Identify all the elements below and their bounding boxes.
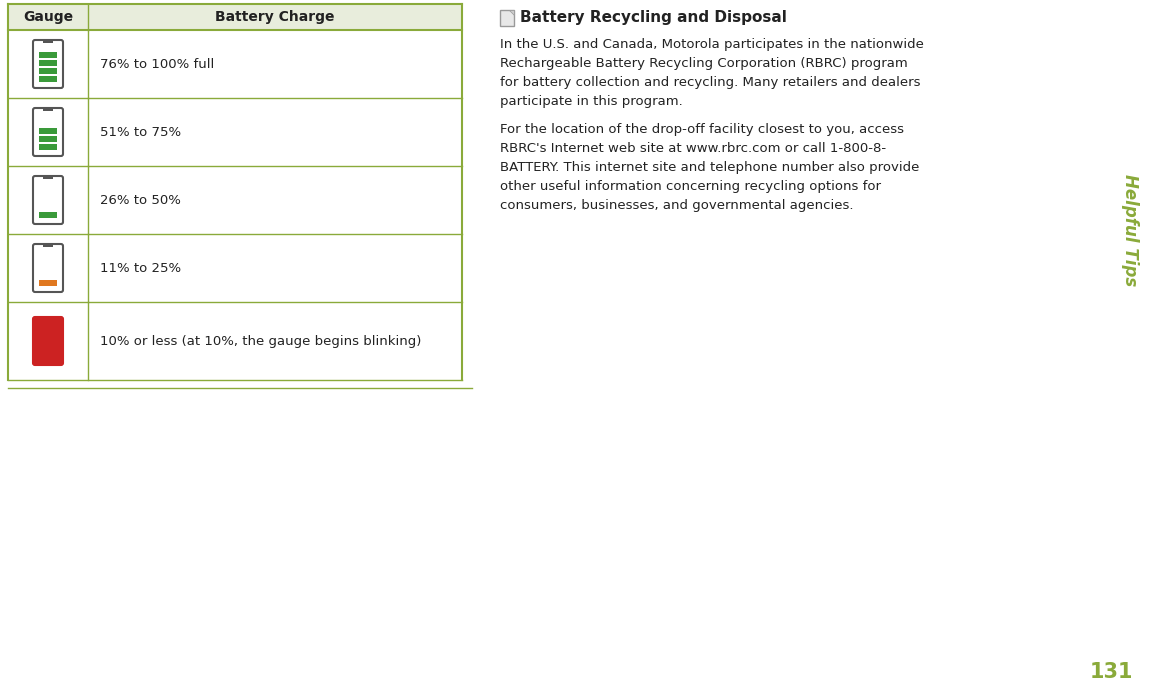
Text: For the location of the drop-off facility closest to you, access
RBRC's Internet: For the location of the drop-off facilit…	[500, 123, 919, 212]
Bar	[39, 52, 57, 58]
FancyBboxPatch shape	[33, 317, 64, 365]
Bar	[39, 60, 57, 66]
Text: Gauge: Gauge	[23, 10, 73, 24]
Bar	[43, 107, 53, 111]
Text: 10% or less (at 10%, the gauge begins blinking): 10% or less (at 10%, the gauge begins bl…	[100, 335, 422, 348]
FancyBboxPatch shape	[33, 244, 64, 292]
Text: In the U.S. and Canada, Motorola participates in the nationwide
Rechargeable Bat: In the U.S. and Canada, Motorola partici…	[500, 38, 924, 108]
Bar	[43, 243, 53, 247]
Text: 11% to 25%: 11% to 25%	[100, 262, 181, 275]
Bar	[43, 175, 53, 179]
FancyBboxPatch shape	[33, 176, 64, 224]
Bar	[39, 128, 57, 134]
Bar	[43, 39, 53, 43]
Bar	[39, 136, 57, 142]
Text: Battery Charge: Battery Charge	[215, 10, 335, 24]
Text: Helpful Tips: Helpful Tips	[1122, 174, 1139, 286]
Bar	[39, 280, 57, 286]
Bar	[43, 316, 53, 320]
Text: 51% to 75%: 51% to 75%	[100, 126, 181, 139]
Bar	[8, 4, 462, 30]
FancyBboxPatch shape	[33, 40, 64, 88]
Bar	[500, 10, 514, 26]
Polygon shape	[509, 10, 514, 15]
Bar	[39, 68, 57, 74]
Text: 76% to 100% full: 76% to 100% full	[100, 58, 214, 71]
Text: 26% to 50%: 26% to 50%	[100, 194, 185, 207]
Bar	[39, 76, 57, 82]
FancyBboxPatch shape	[33, 108, 64, 156]
Bar	[39, 212, 57, 218]
Text: Battery Recycling and Disposal: Battery Recycling and Disposal	[520, 10, 787, 24]
Text: 131: 131	[1089, 662, 1133, 682]
Bar	[39, 144, 57, 150]
